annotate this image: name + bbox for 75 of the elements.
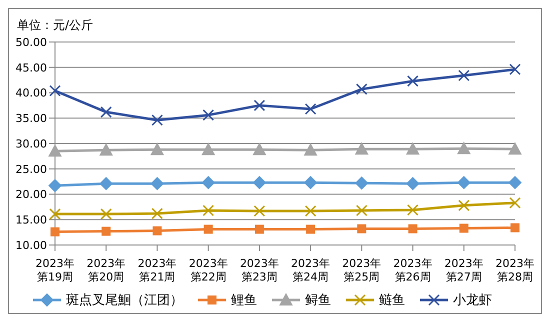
y-tick-label: 50.00 — [16, 36, 47, 49]
x-tick-label: 2023年第27周 — [444, 256, 484, 284]
point — [50, 227, 60, 236]
point — [407, 75, 419, 87]
point — [202, 143, 215, 156]
y-tick-label: 15.00 — [16, 214, 47, 227]
point — [204, 224, 213, 234]
point — [509, 197, 521, 209]
x-tick-label: 2023年第19周 — [36, 256, 74, 284]
x-tick-label: 2023年第24周 — [291, 256, 330, 284]
point — [252, 176, 266, 190]
point — [304, 176, 318, 190]
point — [202, 204, 214, 216]
legend-label: 鲟鱼 — [305, 292, 331, 309]
point — [100, 177, 113, 190]
point — [100, 106, 112, 118]
point — [48, 144, 62, 157]
point — [457, 142, 470, 154]
chart-title: 单位：元/公斤 — [17, 17, 94, 34]
x-tick-label: 2023年第22周 — [188, 256, 228, 284]
x-tick-label: 2023年第23周 — [240, 256, 279, 284]
point — [49, 84, 61, 96]
point — [406, 142, 420, 155]
point — [457, 176, 470, 190]
point — [102, 226, 111, 236]
point — [458, 200, 470, 212]
point — [254, 100, 266, 112]
point — [304, 103, 316, 115]
y-tick-label: 10.00 — [16, 238, 47, 252]
point — [508, 142, 522, 155]
point — [355, 142, 368, 155]
point — [459, 224, 468, 233]
legend-label: 斑点叉尾鮰（江团） — [66, 292, 183, 309]
point — [406, 177, 420, 190]
x-tick-label: 2023年第26周 — [393, 256, 432, 284]
point — [357, 224, 366, 234]
point — [508, 176, 522, 190]
x-tick-label: 2023年第25周 — [342, 256, 382, 284]
y-tick-label: 30.00 — [16, 137, 47, 150]
legend-label: 鲤鱼 — [231, 292, 257, 309]
point — [509, 64, 521, 76]
point — [510, 223, 520, 232]
point — [202, 176, 215, 190]
point — [202, 109, 214, 121]
point — [407, 204, 419, 216]
point — [304, 144, 318, 156]
legend-label: 鲢鱼 — [379, 292, 405, 309]
point — [151, 114, 163, 126]
x-tick-label: 2023年第21周 — [138, 256, 177, 284]
point — [306, 224, 316, 234]
point — [49, 208, 61, 220]
point — [151, 208, 163, 220]
point — [152, 226, 162, 236]
point — [150, 177, 164, 190]
point — [150, 143, 164, 156]
point — [254, 224, 264, 234]
point — [48, 179, 62, 192]
point — [408, 224, 418, 234]
point — [304, 205, 316, 217]
point — [100, 144, 113, 156]
x-tick-label: 2023年第28周 — [496, 256, 534, 284]
y-tick-label: 35.00 — [16, 112, 47, 126]
y-tick-label: 25.00 — [16, 162, 47, 176]
point — [458, 70, 470, 82]
x-tick-label: 2023年第20周 — [86, 256, 126, 284]
point — [254, 205, 266, 217]
point — [356, 204, 368, 216]
y-tick-label: 40.00 — [16, 86, 47, 100]
legend-label: 小龙虾 — [453, 292, 492, 309]
point — [355, 176, 368, 190]
point — [252, 143, 266, 156]
y-tick-label: 20.00 — [16, 188, 47, 202]
y-tick-label: 45.00 — [16, 61, 47, 74]
point — [100, 208, 112, 220]
point — [356, 83, 368, 95]
